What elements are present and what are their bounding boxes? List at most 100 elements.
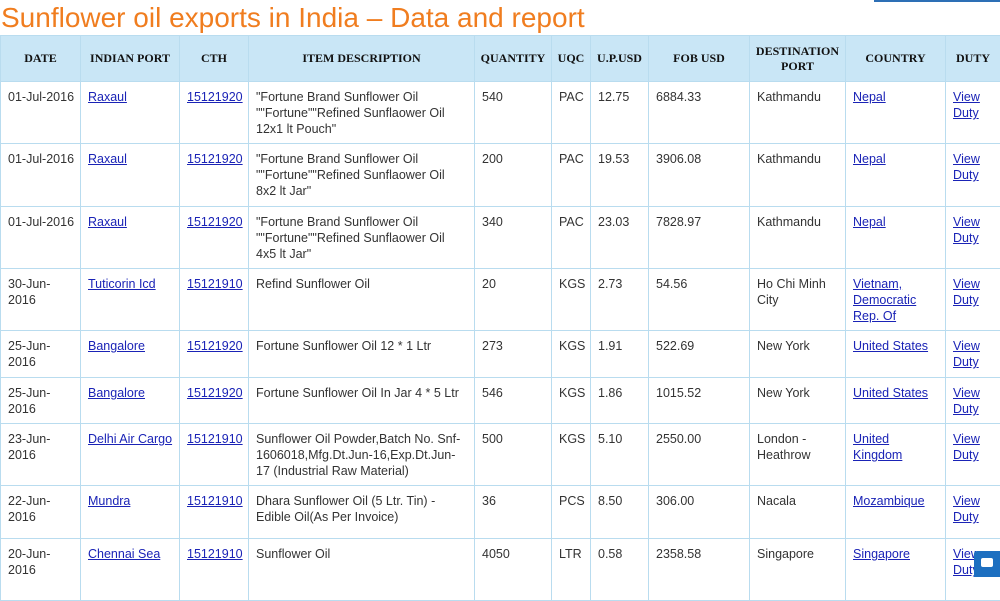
- country-link[interactable]: Mozambique: [853, 494, 925, 508]
- duty-link[interactable]: View Duty: [953, 215, 980, 245]
- item-description-cell: Refind Sunflower Oil: [249, 269, 475, 331]
- duty-cell: View Duty: [946, 144, 1000, 207]
- duty-link[interactable]: View Duty: [953, 432, 980, 462]
- item-description-cell: Dhara Sunflower Oil (5 Ltr. Tin) - Edibl…: [249, 486, 475, 539]
- country-cell: Nepal: [846, 207, 946, 269]
- country-cell: Vietnam, Democratic Rep. Of: [846, 269, 946, 331]
- indian-port-link[interactable]: Bangalore: [88, 386, 145, 400]
- destination-port-cell: Singapore: [750, 539, 846, 601]
- item-description-cell: Sunflower Oil Powder,Batch No. Snf-16060…: [249, 424, 475, 486]
- duty-cell: View Duty: [946, 269, 1000, 331]
- indian-port-cell: Raxaul: [81, 144, 180, 207]
- country-cell: Nepal: [846, 82, 946, 144]
- duty-link[interactable]: View Duty: [953, 494, 980, 524]
- cth-link[interactable]: 15121920: [187, 90, 243, 104]
- indian-port-link[interactable]: Chennai Sea: [88, 547, 160, 561]
- uqc-cell: PAC: [552, 144, 591, 207]
- uqc-cell: LTR: [552, 539, 591, 601]
- uqc-cell: PAC: [552, 82, 591, 144]
- cth-link[interactable]: 15121910: [187, 277, 243, 291]
- indian-port-link[interactable]: Delhi Air Cargo: [88, 432, 172, 446]
- indian-port-link[interactable]: Raxaul: [88, 90, 127, 104]
- date-cell: 23-Jun-2016: [1, 424, 81, 486]
- unit-price-usd-cell: 12.75: [591, 82, 649, 144]
- cth-cell: 15121920: [180, 331, 249, 378]
- date-cell: 25-Jun-2016: [1, 331, 81, 378]
- country-link[interactable]: United States: [853, 339, 928, 353]
- duty-link[interactable]: View Duty: [953, 339, 980, 369]
- country-cell: United States: [846, 378, 946, 424]
- unit-price-usd-cell: 1.91: [591, 331, 649, 378]
- destination-port-cell: New York: [750, 378, 846, 424]
- destination-port-cell: Ho Chi Minh City: [750, 269, 846, 331]
- cth-cell: 15121920: [180, 378, 249, 424]
- table-row: 23-Jun-2016 Delhi Air Cargo 15121910 Sunflo…: [1, 424, 1000, 486]
- duty-cell: View Duty: [946, 424, 1000, 486]
- country-link[interactable]: United Kingdom: [853, 432, 902, 462]
- cth-link[interactable]: 15121920: [187, 215, 243, 229]
- country-link[interactable]: Nepal: [853, 152, 886, 166]
- duty-link[interactable]: View Duty: [953, 386, 980, 416]
- duty-link[interactable]: View Duty: [953, 90, 980, 120]
- country-cell: Singapore: [846, 539, 946, 601]
- cth-link[interactable]: 15121910: [187, 547, 243, 561]
- cth-link[interactable]: 15121920: [187, 386, 243, 400]
- column-header: DATE: [1, 36, 81, 82]
- duty-link[interactable]: View Duty: [953, 152, 980, 182]
- country-link[interactable]: Singapore: [853, 547, 910, 561]
- indian-port-cell: Tuticorin Icd: [81, 269, 180, 331]
- date-cell: 25-Jun-2016: [1, 378, 81, 424]
- uqc-cell: KGS: [552, 331, 591, 378]
- uqc-cell: KGS: [552, 269, 591, 331]
- destination-port-cell: Kathmandu: [750, 82, 846, 144]
- uqc-cell: PCS: [552, 486, 591, 539]
- duty-cell: View Duty: [946, 486, 1000, 539]
- cth-cell: 15121910: [180, 424, 249, 486]
- indian-port-cell: Delhi Air Cargo: [81, 424, 180, 486]
- cth-cell: 15121920: [180, 207, 249, 269]
- country-link[interactable]: United States: [853, 386, 928, 400]
- indian-port-link[interactable]: Bangalore: [88, 339, 145, 353]
- uqc-cell: PAC: [552, 207, 591, 269]
- country-link[interactable]: Nepal: [853, 90, 886, 104]
- cth-link[interactable]: 15121920: [187, 152, 243, 166]
- quantity-cell: 546: [475, 378, 552, 424]
- country-cell: Mozambique: [846, 486, 946, 539]
- column-header: DUTY: [946, 36, 1000, 82]
- page-title: Sunflower oil exports in India – Data an…: [0, 0, 1000, 35]
- indian-port-link[interactable]: Raxaul: [88, 152, 127, 166]
- date-cell: 01-Jul-2016: [1, 207, 81, 269]
- indian-port-link[interactable]: Raxaul: [88, 215, 127, 229]
- cth-cell: 15121910: [180, 486, 249, 539]
- cth-link[interactable]: 15121910: [187, 432, 243, 446]
- cth-cell: 15121920: [180, 144, 249, 207]
- country-cell: United States: [846, 331, 946, 378]
- quantity-cell: 340: [475, 207, 552, 269]
- unit-price-usd-cell: 5.10: [591, 424, 649, 486]
- cth-link[interactable]: 15121910: [187, 494, 243, 508]
- indian-port-link[interactable]: Mundra: [88, 494, 130, 508]
- quantity-cell: 200: [475, 144, 552, 207]
- quantity-cell: 500: [475, 424, 552, 486]
- column-header: U.P.USD: [591, 36, 649, 82]
- unit-price-usd-cell: 19.53: [591, 144, 649, 207]
- item-description-cell: "Fortune Brand Sunflower Oil ""Fortune""…: [249, 82, 475, 144]
- country-link[interactable]: Nepal: [853, 215, 886, 229]
- date-cell: 20-Jun-2016: [1, 539, 81, 601]
- column-header: FOB USD: [649, 36, 750, 82]
- cth-link[interactable]: 15121920: [187, 339, 243, 353]
- column-header: COUNTRY: [846, 36, 946, 82]
- fob-usd-cell: 306.00: [649, 486, 750, 539]
- indian-port-link[interactable]: Tuticorin Icd: [88, 277, 156, 291]
- chat-button[interactable]: [974, 551, 1000, 577]
- duty-link[interactable]: View Duty: [953, 277, 980, 307]
- country-link[interactable]: Vietnam, Democratic Rep. Of: [853, 277, 916, 323]
- item-description-cell: "Fortune Brand Sunflower Oil ""Fortune""…: [249, 144, 475, 207]
